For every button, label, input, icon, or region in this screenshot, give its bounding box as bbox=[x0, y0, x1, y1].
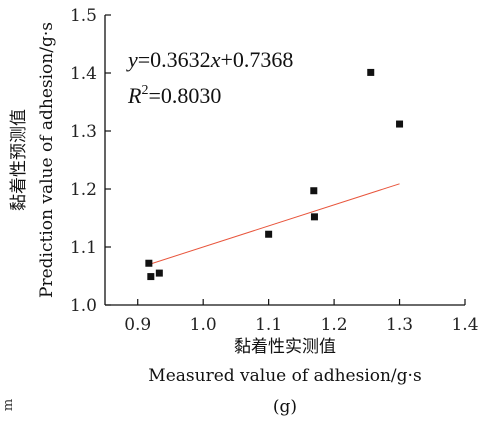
fit-line bbox=[150, 183, 400, 265]
eq-body: =0.3632 bbox=[138, 47, 211, 72]
y-tick-label: 1.3 bbox=[70, 122, 97, 142]
data-points bbox=[145, 68, 404, 281]
r-squared: R2=0.8030 bbox=[127, 83, 221, 108]
data-point bbox=[147, 273, 155, 281]
y-tick-label: 1.2 bbox=[70, 180, 97, 200]
x-axis-title-cn: 黏着性实测值 bbox=[234, 337, 336, 357]
y-tick-label: 1.1 bbox=[70, 238, 97, 258]
data-point bbox=[310, 213, 318, 221]
x-tick-label: 0.9 bbox=[124, 315, 151, 335]
data-point bbox=[145, 259, 153, 267]
subfigure-label: (g) bbox=[273, 397, 297, 417]
y-axis-title-cn: 黏着性预测值 bbox=[9, 109, 29, 211]
x-tick-label: 1.4 bbox=[451, 315, 478, 335]
y-tick-label: 1.4 bbox=[70, 64, 97, 84]
y-tick-label: 1.5 bbox=[70, 6, 97, 26]
data-point bbox=[265, 230, 273, 238]
y-tick-label: 1.0 bbox=[70, 296, 97, 316]
x-tick-label: 1.1 bbox=[255, 315, 282, 335]
fit-equation: y=0.3632x+0.7368 bbox=[126, 47, 293, 72]
r-sup: 2 bbox=[141, 83, 148, 98]
x-tick-label: 1.3 bbox=[386, 315, 413, 335]
eq-x-var: x bbox=[210, 47, 221, 72]
data-point bbox=[396, 120, 404, 128]
data-point bbox=[310, 187, 318, 195]
x-tick-label: 1.0 bbox=[190, 315, 217, 335]
y-axis-ticks: 1.0 1.1 1.2 1.3 1.4 1.5 bbox=[70, 6, 111, 316]
data-point bbox=[367, 68, 375, 76]
x-axis-ticks: 0.9 1.0 1.1 1.2 1.3 1.4 bbox=[124, 299, 479, 335]
margin-mark: m bbox=[1, 399, 16, 411]
x-tick-label: 1.2 bbox=[321, 315, 348, 335]
y-axis-title-en: Prediction value of adhesion/g·s bbox=[37, 22, 57, 298]
eq-y-var: y bbox=[126, 47, 138, 72]
data-point bbox=[155, 269, 163, 277]
x-axis-title-en: Measured value of adhesion/g·s bbox=[148, 366, 421, 386]
r-value: =0.8030 bbox=[148, 83, 221, 108]
r-var: R bbox=[127, 83, 142, 108]
eq-tail: +0.7368 bbox=[220, 47, 293, 72]
